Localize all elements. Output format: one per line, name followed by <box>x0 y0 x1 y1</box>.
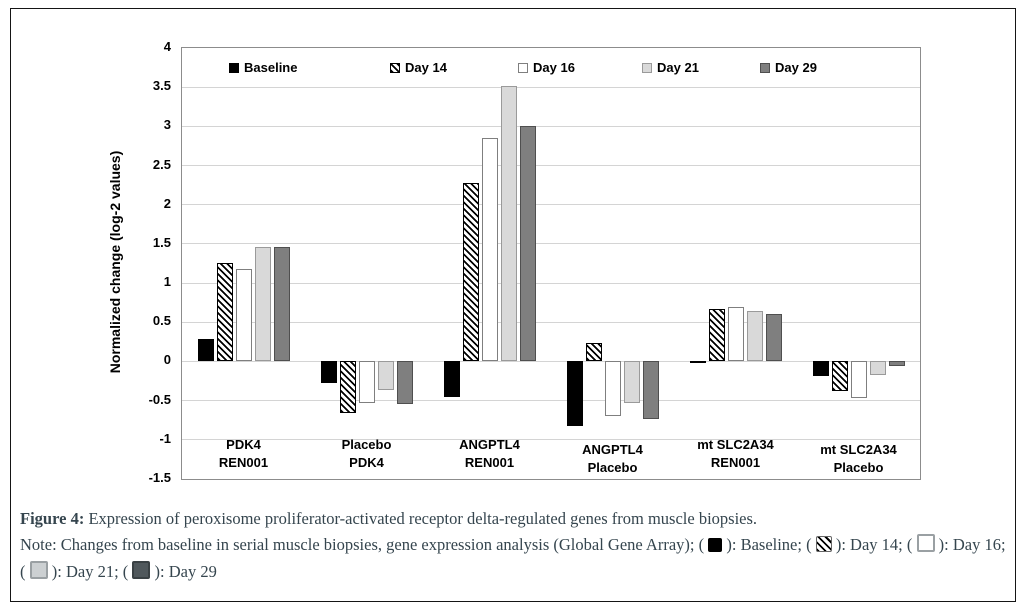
y-tick-label: -1 <box>159 430 171 446</box>
legend-label: Day 16 <box>533 60 575 75</box>
bar-day-14-mt-slc2a34-ren001 <box>708 308 725 362</box>
legend-item-day-16: Day 16 <box>518 60 575 75</box>
bar-day-29-angptl4-ren001 <box>519 125 536 362</box>
bar-day-14-placebo-pdk4 <box>339 361 356 414</box>
legend-item-day-21: Day 21 <box>642 60 699 75</box>
caption-figure-label: Figure 4: <box>20 509 85 528</box>
gridline <box>182 321 920 323</box>
baseline-swatch-icon <box>229 62 239 73</box>
bar-day-14-angptl4-placebo <box>585 343 602 362</box>
bar-day-14-mt-slc2a34-placebo <box>831 361 848 392</box>
baseline-swatch-icon <box>708 538 723 553</box>
day-29-swatch-icon <box>760 62 770 73</box>
bar-baseline-angptl4-ren001 <box>443 361 460 397</box>
y-tick-label: 0 <box>163 352 171 368</box>
bar-day-16-mt-slc2a34-placebo <box>850 361 867 398</box>
bar-baseline-placebo-pdk4 <box>320 361 337 384</box>
x-category-label: PDK4 REN001 <box>218 437 269 470</box>
bar-day-21-mt-slc2a34-ren001 <box>746 310 763 362</box>
figure-caption: Figure 4: Expression of peroxisome proli… <box>20 506 1006 585</box>
bar-baseline-angptl4-placebo <box>566 361 583 427</box>
y-tick-label: 1.5 <box>152 234 171 250</box>
x-category-label: mt SLC2A34 Placebo <box>820 442 897 475</box>
day16-swatch-icon <box>916 534 935 553</box>
x-category-label: Placebo PDK4 <box>341 437 392 470</box>
day-16-swatch-icon <box>518 62 528 73</box>
y-tick-label: 0.5 <box>152 313 171 329</box>
caption-note: Note: Changes from baseline in serial mu… <box>20 534 1006 581</box>
legend-label: Day 14 <box>405 60 447 75</box>
gridline <box>182 282 920 284</box>
bar-baseline-pdk4-ren001 <box>197 338 214 362</box>
bar-day-14-angptl4-ren001 <box>462 182 479 362</box>
gridline <box>182 204 920 206</box>
y-tick-label: 1 <box>163 274 171 290</box>
bar-day-16-placebo-pdk4 <box>358 361 375 403</box>
legend-label: Day 29 <box>775 60 817 75</box>
y-tick-label: 4 <box>163 39 171 54</box>
day21-swatch-icon <box>29 560 48 579</box>
bar-baseline-mt-slc2a34-ren001 <box>689 361 706 364</box>
y-tick-label: 3.5 <box>152 78 171 94</box>
day-14-swatch-icon <box>390 62 400 73</box>
legend-item-baseline: Baseline <box>229 60 297 75</box>
legend-item-day-14: Day 14 <box>390 60 447 75</box>
bar-day-16-angptl4-placebo <box>604 361 621 417</box>
bar-day-29-placebo-pdk4 <box>396 361 413 404</box>
plot-area: PDK4 REN001 Placebo PDK4 ANGPTL4 REN001 ANG… <box>181 47 921 480</box>
bar-day-21-pdk4-ren001 <box>254 247 271 362</box>
gridline <box>182 243 920 245</box>
day-21-swatch-icon <box>642 62 652 73</box>
figure-panel: Normalized change (log-2 values) 4 3.5 3 2.… <box>10 8 1016 602</box>
legend-label: Baseline <box>244 60 298 75</box>
y-axis-title: Normalized change (log-2 values) <box>107 150 123 374</box>
y-tick-label: 3 <box>163 117 171 133</box>
bar-baseline-mt-slc2a34-placebo <box>812 361 829 376</box>
gridline <box>182 400 920 402</box>
caption-figure-text: Expression of peroxisome proliferator-ac… <box>84 509 758 528</box>
x-category-label: mt SLC2A34 REN001 <box>697 437 774 470</box>
y-tick-label: -0.5 <box>148 391 171 407</box>
bar-day-16-mt-slc2a34-ren001 <box>727 306 744 362</box>
day29-swatch-icon <box>132 560 151 579</box>
x-category-label: ANGPTL4 Placebo <box>582 442 643 475</box>
y-tick-label: -1.5 <box>148 470 171 485</box>
bar-day-14-pdk4-ren001 <box>216 262 233 362</box>
gridline <box>182 360 920 362</box>
y-tick-label: 2.5 <box>152 156 171 172</box>
gridline <box>182 125 920 127</box>
gridline <box>182 86 920 88</box>
bar-day-29-mt-slc2a34-ren001 <box>765 313 782 362</box>
day14-swatch-icon <box>815 536 832 553</box>
y-tick-label: 2 <box>163 195 171 211</box>
legend-label: Day 21 <box>657 60 699 75</box>
bar-day-16-angptl4-ren001 <box>481 138 498 362</box>
legend-item-day-29: Day 29 <box>760 60 817 75</box>
bar-day-21-angptl4-ren001 <box>500 85 517 362</box>
bar-day-29-angptl4-placebo <box>642 361 659 419</box>
bar-day-29-mt-slc2a34-placebo <box>888 361 905 367</box>
bar-day-21-mt-slc2a34-placebo <box>869 361 886 375</box>
bar-day-21-placebo-pdk4 <box>377 361 394 391</box>
gridline <box>182 165 920 167</box>
gridline <box>182 439 920 441</box>
bar-day-29-pdk4-ren001 <box>273 247 290 362</box>
x-category-label: ANGPTL4 REN001 <box>459 437 520 470</box>
bar-day-21-angptl4-placebo <box>623 361 640 403</box>
bar-day-16-pdk4-ren001 <box>235 268 252 362</box>
